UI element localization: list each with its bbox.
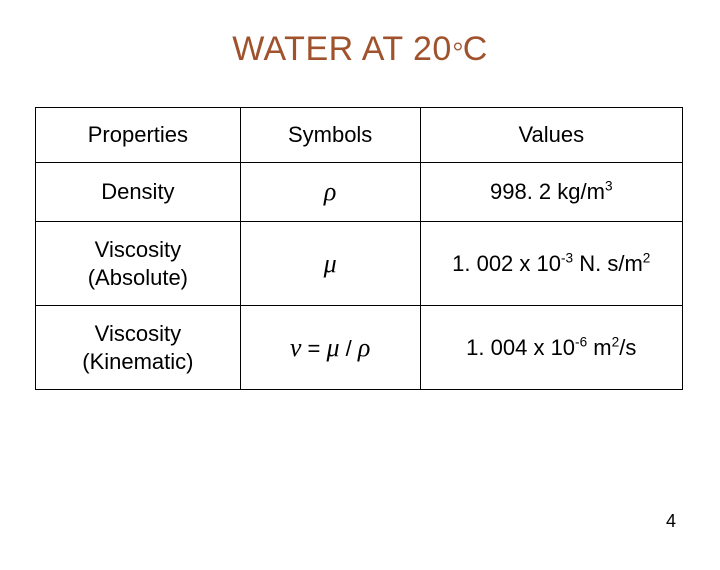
cell-property: Density (36, 163, 241, 222)
table-row: Viscosity(Kinematic) ν = μ / ρ 1. 004 x … (36, 306, 683, 390)
title-main: WATER AT 20 (232, 30, 452, 68)
col-properties: Properties (36, 108, 241, 163)
properties-table: Properties Symbols Values Density ρ 998.… (35, 107, 683, 390)
page-number: 4 (666, 511, 676, 532)
table-row: Density ρ 998. 2 kg/m3 (36, 163, 683, 222)
degree-symbol: ° (452, 37, 463, 66)
cell-value: 1. 002 x 10-3 N. s/m2 (420, 222, 682, 306)
cell-value: 998. 2 kg/m3 (420, 163, 682, 222)
page-title: WATER AT 20°C (0, 30, 720, 69)
table-header-row: Properties Symbols Values (36, 108, 683, 163)
cell-property: Viscosity(Absolute) (36, 222, 241, 306)
cell-symbol: ρ (240, 163, 420, 222)
title-unit: C (463, 30, 488, 68)
cell-property: Viscosity(Kinematic) (36, 306, 241, 390)
col-symbols: Symbols (240, 108, 420, 163)
cell-value: 1. 004 x 10-6 m2/s (420, 306, 682, 390)
cell-symbol: μ (240, 222, 420, 306)
table-row: Viscosity(Absolute) μ 1. 002 x 10-3 N. s… (36, 222, 683, 306)
cell-symbol: ν = μ / ρ (240, 306, 420, 390)
col-values: Values (420, 108, 682, 163)
